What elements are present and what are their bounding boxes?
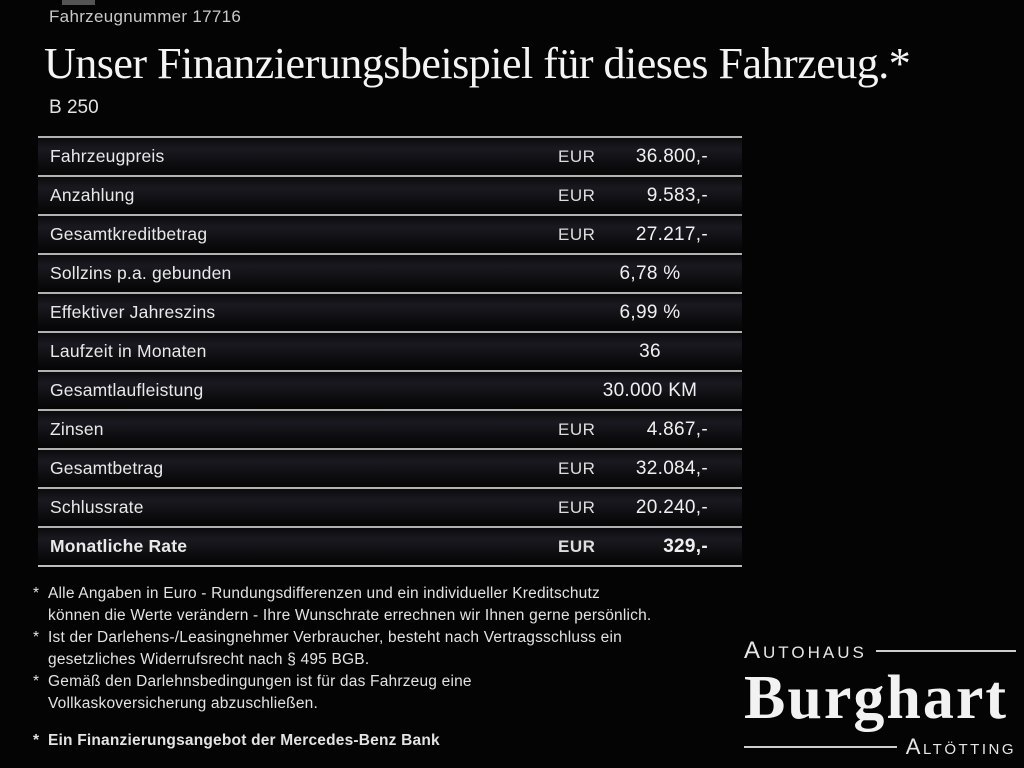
table-row-gesamtlaufleistung: Gesamtlaufleistung 30.000 KM xyxy=(38,370,742,409)
footnotes: * Alle Angaben in Euro - Rundungsdiffere… xyxy=(33,583,747,752)
vehicle-number: Fahrzeugnummer 17716 xyxy=(49,7,242,26)
asterisk-marker: * xyxy=(33,585,40,602)
footnote-text: Ist der Darlehens-/Leasingnehmer Verbrau… xyxy=(48,629,622,646)
page-title: Unser Finanzierungsbeispiel für dieses F… xyxy=(44,39,911,88)
vehicle-model: B 250 xyxy=(49,97,99,118)
finance-table: Fahrzeugpreis EUR 36.800,- Anzahlung EUR… xyxy=(38,136,742,567)
row-label: Schlussrate xyxy=(50,497,144,517)
table-row-anzahlung: Anzahlung EUR 9.583,- xyxy=(38,175,742,214)
asterisk-marker: * xyxy=(33,673,40,690)
row-value: 36.800,- xyxy=(635,145,708,167)
row-label: Gesamtbetrag xyxy=(50,458,164,478)
table-row-schlussrate: Schlussrate EUR 20.240,- xyxy=(38,487,742,526)
top-edge-artifact xyxy=(62,0,95,5)
row-currency: EUR xyxy=(558,185,596,205)
row-value: 30.000 KM xyxy=(602,379,698,401)
row-value: 6,99 % xyxy=(619,301,681,323)
dealer-logo: Autohaus Burghart Altötting xyxy=(744,637,1016,760)
row-currency: EUR xyxy=(558,419,596,439)
row-label: Monatliche Rate xyxy=(50,536,188,556)
footnote-text: Alle Angaben in Euro - Rundungsdifferenz… xyxy=(48,585,600,602)
logo-rule-bottom xyxy=(744,746,897,749)
footnote-widerrufsrecht: * Ist der Darlehens-/Leasingnehmer Verbr… xyxy=(33,627,747,671)
row-label: Anzahlung xyxy=(50,185,135,205)
logo-city-label: Altötting xyxy=(905,734,1016,760)
row-label: Fahrzeugpreis xyxy=(50,146,165,166)
row-currency: EUR xyxy=(558,536,596,556)
row-currency: EUR xyxy=(558,146,596,166)
footnote-vollkasko: * Gemäß den Darlehnsbedingungen ist für … xyxy=(33,671,747,715)
table-row-fahrzeugpreis: Fahrzeugpreis EUR 36.800,- xyxy=(38,136,742,175)
bank-note-text: Ein Finanzierungsangebot der Mercedes-Be… xyxy=(48,732,440,749)
row-currency: EUR xyxy=(558,224,596,244)
row-value: 9.583,- xyxy=(646,184,708,206)
row-currency: EUR xyxy=(558,497,596,517)
table-row-laufzeit: Laufzeit in Monaten 36 xyxy=(38,331,742,370)
row-value: 4.867,- xyxy=(646,418,708,440)
bank-note: * Ein Finanzierungsangebot der Mercedes-… xyxy=(33,730,747,752)
footnote-text: können die Werte verändern - Ihre Wunsch… xyxy=(48,607,652,624)
row-label: Laufzeit in Monaten xyxy=(50,341,207,361)
row-value: 6,78 % xyxy=(619,262,681,284)
logo-rule-top xyxy=(875,650,1016,652)
row-currency: EUR xyxy=(558,458,596,478)
table-row-monatliche-rate: Monatliche Rate EUR 329,- xyxy=(38,526,742,565)
footnote-text: Gemäß den Darlehnsbedingungen ist für da… xyxy=(48,673,472,690)
table-row-gesamtbetrag: Gesamtbetrag EUR 32.084,- xyxy=(38,448,742,487)
row-value: 32.084,- xyxy=(635,457,708,479)
row-value: 329,- xyxy=(663,535,708,557)
logo-autohaus-label: Autohaus xyxy=(744,637,867,664)
row-value: 36 xyxy=(639,340,661,362)
logo-top-row: Autohaus xyxy=(744,637,1016,665)
row-value: 20.240,- xyxy=(635,496,708,518)
row-label: Effektiver Jahreszins xyxy=(50,302,216,322)
row-value: 27.217,- xyxy=(635,223,708,245)
footnote-rounding: * Alle Angaben in Euro - Rundungsdiffere… xyxy=(33,583,747,627)
row-label: Gesamtkreditbetrag xyxy=(50,224,208,244)
asterisk-marker: * xyxy=(33,732,40,749)
logo-bottom-row: Altötting xyxy=(744,734,1016,760)
footnote-text: gesetzliches Widerrufsrecht nach § 495 B… xyxy=(48,651,370,668)
row-label: Gesamtlaufleistung xyxy=(50,380,204,400)
table-row-sollzins: Sollzins p.a. gebunden 6,78 % xyxy=(38,253,742,292)
table-row-gesamtkreditbetrag: Gesamtkreditbetrag EUR 27.217,- xyxy=(38,214,742,253)
footnote-text: Vollkaskoversicherung abzuschließen. xyxy=(48,695,318,712)
table-row-zinsen: Zinsen EUR 4.867,- xyxy=(38,409,742,448)
table-row-effektiver-jahreszins: Effektiver Jahreszins 6,99 % xyxy=(38,292,742,331)
row-label: Sollzins p.a. gebunden xyxy=(50,263,232,283)
asterisk-marker: * xyxy=(33,629,40,646)
logo-dealer-name: Burghart xyxy=(744,664,1008,732)
row-label: Zinsen xyxy=(50,419,104,439)
